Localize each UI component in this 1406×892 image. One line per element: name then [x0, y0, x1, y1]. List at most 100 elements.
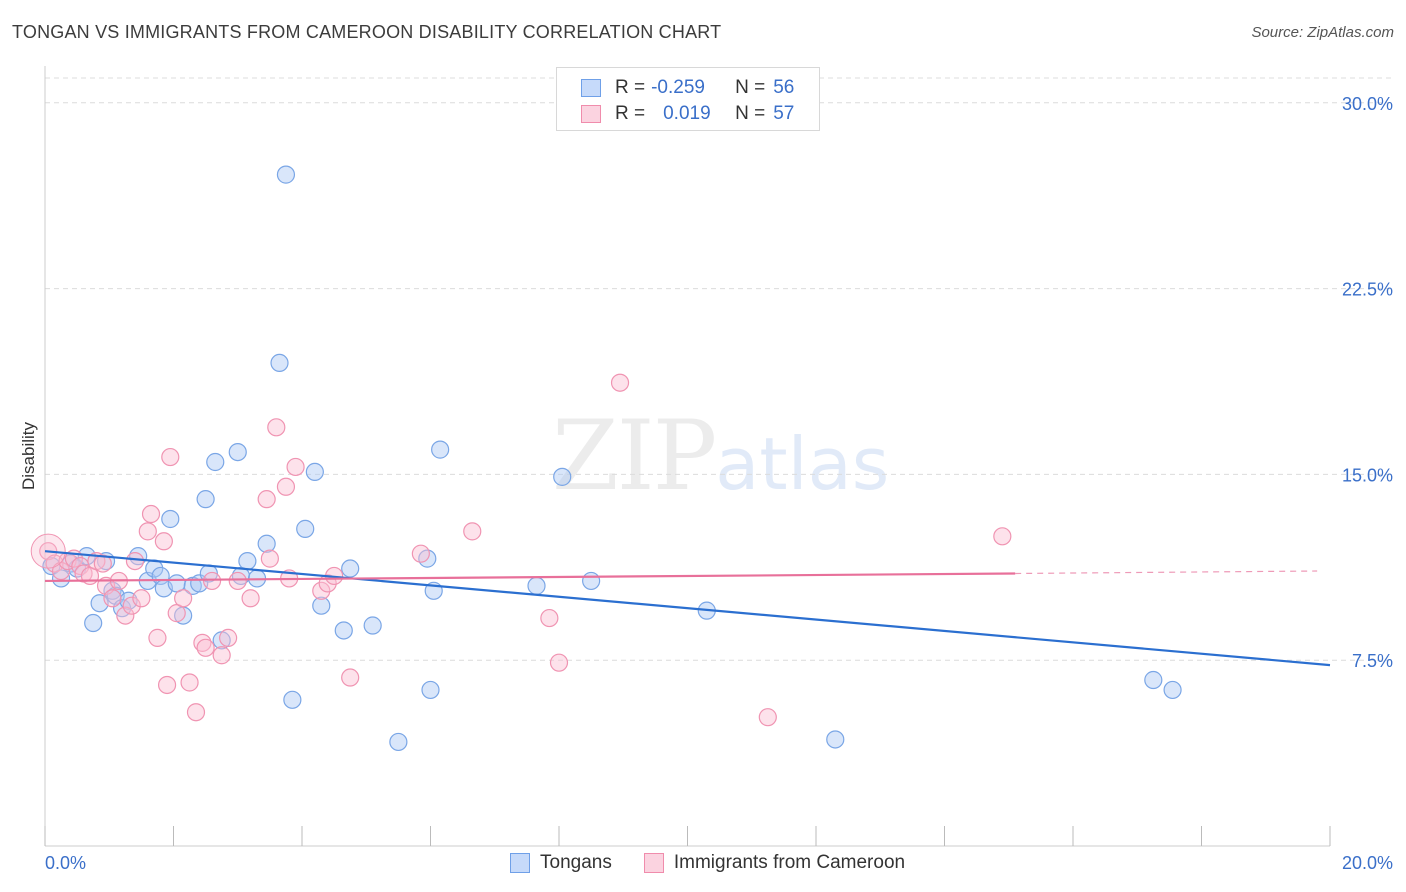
legend-n-label: N = — [735, 103, 766, 124]
legend-r-label: R = — [615, 77, 646, 98]
y-tick-label: 30.0% — [1342, 94, 1393, 114]
cameroon-trend-extension — [1015, 570, 1318, 575]
cameroon-point — [411, 544, 430, 563]
tongan-point — [1163, 680, 1182, 700]
tongan-trend-line — [44, 550, 1331, 667]
legend-row-tongans: R = -0.259 N = 56 — [581, 75, 794, 101]
y-tick-label: 15.0% — [1342, 465, 1393, 485]
cameroon-point — [148, 628, 167, 647]
trend-lines — [44, 550, 1331, 667]
series-legend-cameroon[interactable]: Immigrants from Cameroon — [643, 852, 906, 874]
cameroon-point — [174, 589, 193, 608]
cameroon-point — [122, 596, 141, 615]
cameroon-point — [154, 532, 173, 551]
cameroon-point — [267, 418, 286, 437]
cameroon-point — [260, 549, 279, 568]
cameroon-point — [228, 571, 247, 591]
chart-title: TONGAN VS IMMIGRANTS FROM CAMEROON DISAB… — [12, 22, 722, 42]
cameroon-point — [132, 589, 151, 608]
cameroon-point — [312, 581, 331, 600]
legend-n-value: 57 — [773, 103, 795, 124]
tongan-point — [276, 165, 296, 184]
source-credit: Source: ZipAtlas.com — [1251, 24, 1394, 41]
tongan-point — [363, 616, 382, 635]
watermark: ZIPatlas — [552, 400, 889, 512]
cameroon-point — [161, 447, 180, 467]
series-swatch-tongans — [510, 853, 530, 873]
watermark-atlas: atlas — [715, 422, 890, 506]
tongan-point — [257, 534, 276, 553]
axes — [44, 66, 1331, 847]
y-axis-title: Disability — [19, 421, 38, 490]
tongan-point — [206, 452, 225, 472]
tongan-point — [431, 440, 450, 459]
legend-n-label: N = — [735, 77, 766, 98]
cameroon-point — [463, 522, 482, 541]
cameroon-point — [286, 457, 305, 477]
cameroon-point — [193, 633, 212, 652]
series-legend: Tongans Immigrants from Cameroon — [510, 852, 937, 874]
tongan-point — [582, 571, 601, 591]
tongan-point — [84, 613, 103, 633]
series-legend-tongans[interactable]: Tongans — [510, 852, 612, 874]
legend-r-value: 0.019 — [663, 103, 711, 124]
data-points — [30, 165, 1182, 752]
cameroon-point — [219, 628, 238, 647]
cameroon-point — [116, 606, 135, 625]
cameroon-point — [257, 490, 276, 509]
tongan-point — [553, 467, 572, 486]
tongan-point — [334, 621, 353, 640]
tongan-point — [312, 596, 331, 615]
tongan-point — [196, 490, 215, 509]
tongan-point — [161, 509, 180, 529]
tongan-point — [341, 559, 360, 578]
cameroon-trend-line — [44, 572, 1016, 583]
series-label-tongans: Tongans — [540, 852, 612, 873]
tongan-point — [270, 353, 289, 373]
tongan-point — [228, 442, 247, 462]
x-tick-label: 20.0% — [1342, 853, 1393, 873]
cameroon-point — [241, 589, 260, 608]
y-tick-label: 7.5% — [1352, 651, 1393, 671]
cameroon-point — [180, 673, 199, 692]
legend-swatch-tongans — [581, 79, 601, 97]
cameroon-point — [103, 589, 122, 608]
legend-r-label: R = — [615, 103, 646, 124]
tick-labels: 7.5% 15.0% 22.5% 30.0% 0.0% 20.0% — [45, 94, 1393, 873]
cameroon-point — [196, 638, 215, 657]
cameroon-point — [186, 703, 206, 722]
cameroon-point — [157, 675, 177, 695]
tongan-point — [296, 519, 315, 538]
cameroon-point — [758, 708, 777, 727]
tongan-point — [421, 680, 440, 700]
tongan-point — [389, 732, 408, 752]
correlation-legend: R = -0.259 N = 56 R = 0.019 N = 57 — [556, 67, 820, 131]
x-tick-label: 0.0% — [45, 853, 86, 873]
series-label-cameroon: Immigrants from Cameroon — [673, 852, 906, 873]
legend-n-value: 56 — [773, 77, 795, 98]
legend-r-value: -0.259 — [651, 77, 705, 98]
cameroon-point — [993, 527, 1012, 546]
tongan-point — [305, 462, 324, 482]
cameroon-point — [202, 571, 222, 591]
y-tick-label: 22.5% — [1342, 280, 1393, 300]
cameroon-point — [540, 608, 559, 628]
legend-swatch-cameroon — [581, 105, 601, 123]
tongan-point — [527, 576, 546, 595]
cameroon-point — [138, 522, 157, 541]
tongan-point — [1144, 670, 1163, 690]
cameroon-point — [341, 668, 360, 687]
tongan-point — [826, 730, 845, 749]
cameroon-point — [141, 504, 161, 524]
cameroon-point — [125, 551, 145, 571]
cameroon-point — [549, 653, 569, 672]
cameroon-point — [212, 646, 231, 665]
tongan-point — [238, 551, 257, 571]
cameroon-point — [610, 373, 630, 392]
cameroon-point — [93, 554, 112, 573]
cameroon-point — [276, 477, 296, 496]
series-swatch-cameroon — [643, 853, 664, 873]
legend-row-cameroon: R = 0.019 N = 57 — [581, 101, 794, 127]
tongan-point — [283, 690, 302, 709]
